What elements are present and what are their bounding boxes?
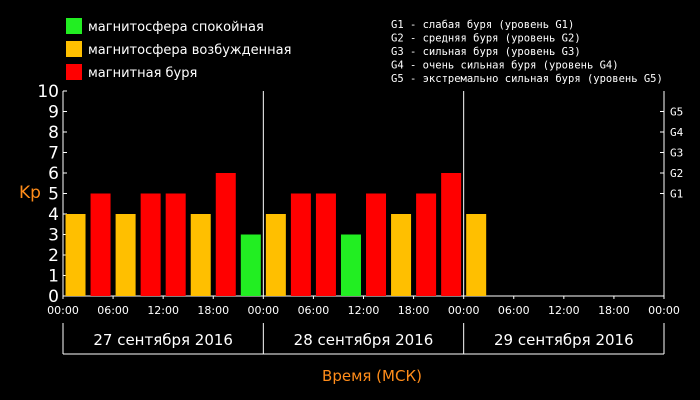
bar-kp [65,214,86,296]
g-legend-item: G2 - средняя буря (уровень G2) [391,33,581,45]
y-tick-label: 1 [48,267,59,287]
day-label: 28 сентября 2016 [294,331,434,349]
plot-axes [62,90,665,355]
g-tick-label: G5 [670,106,683,119]
bar-kp [441,173,462,296]
g-tick-labels: G1 G2 G3 G4 G5 [670,106,684,201]
x-tick-label: 12:00 [147,304,179,317]
legend-label: магнитная буря [88,66,197,81]
bar-kp [340,234,361,296]
g-legend-item: G5 - экстремально сильная буря (уровень … [391,73,663,85]
x-tick-label: 06:00 [498,304,530,317]
y-axis-label: Kp [19,183,41,203]
x-tick-label: 00:00 [648,304,680,317]
y-tick-label: 3 [48,226,59,246]
bar-kp [265,214,286,296]
x-tick-label: 06:00 [298,304,330,317]
y-tick-label: 9 [48,103,59,123]
bar-kp [366,193,387,296]
bar-kp [290,193,311,296]
x-tick-label: 06:00 [97,304,129,317]
bar-kp [466,214,487,296]
day-label: 29 сентября 2016 [494,331,634,349]
bar-kp [90,193,111,296]
day-labels: 27 сентября 2016 28 сентября 2016 29 сентя… [93,331,633,349]
g-legend-item: G1 - слабая буря (уровень G1) [391,19,574,31]
x-tick-label: 18:00 [197,304,229,317]
g-tick-label: G4 [670,126,684,139]
legend-swatch [66,18,82,34]
bar-kp [140,193,161,296]
y-tick-label: 5 [48,185,59,205]
x-tick-label: 00:00 [448,304,480,317]
bar-kp [215,173,236,296]
legend: магнитосфера спокойная магнитосфера возбу… [66,18,291,81]
g-tick-label: G2 [670,167,683,180]
x-axis-label: Время (МСК) [322,367,422,385]
g-tick-label: G1 [670,188,683,201]
y-tick-label: 0 [48,287,59,307]
y-tick-label: 6 [48,164,59,184]
y-tick-label: 4 [48,205,59,225]
x-tick-label: 18:00 [598,304,630,317]
bar-kp [240,234,261,296]
x-tick-label: 12:00 [348,304,380,317]
legend-swatch [66,64,82,80]
day-label: 27 сентября 2016 [93,331,233,349]
legend-label: магнитосфера спокойная [88,20,264,35]
x-tick-label: 18:00 [398,304,430,317]
x-tick-label: 00:00 [247,304,279,317]
bars-group [65,173,487,296]
bar-kp [416,193,437,296]
g-level-legend: G1 - слабая буря (уровень G1) G2 - средня… [391,19,663,85]
legend-swatch [66,41,82,57]
g-tick-label: G3 [670,147,683,160]
y-tick-label: 7 [48,144,59,164]
x-tick-labels: 00:00 06:00 12:00 18:00 00:00 06:00 12:00 18:00… [47,304,680,317]
g-legend-item: G3 - сильная буря (уровень G3) [391,46,581,58]
bar-kp [115,214,136,296]
y-tick-label: 2 [48,246,59,266]
bar-kp [190,214,211,296]
x-tick-label: 12:00 [548,304,580,317]
g-legend-item: G4 - очень сильная буря (уровень G4) [391,60,619,72]
bar-kp [391,214,412,296]
y-tick-label: 10 [37,82,59,102]
legend-label: магнитосфера возбужденная [88,43,291,58]
bar-kp [315,193,336,296]
x-tick-label: 00:00 [47,304,79,317]
bar-kp [165,193,186,296]
y-tick-label: 8 [48,123,59,143]
